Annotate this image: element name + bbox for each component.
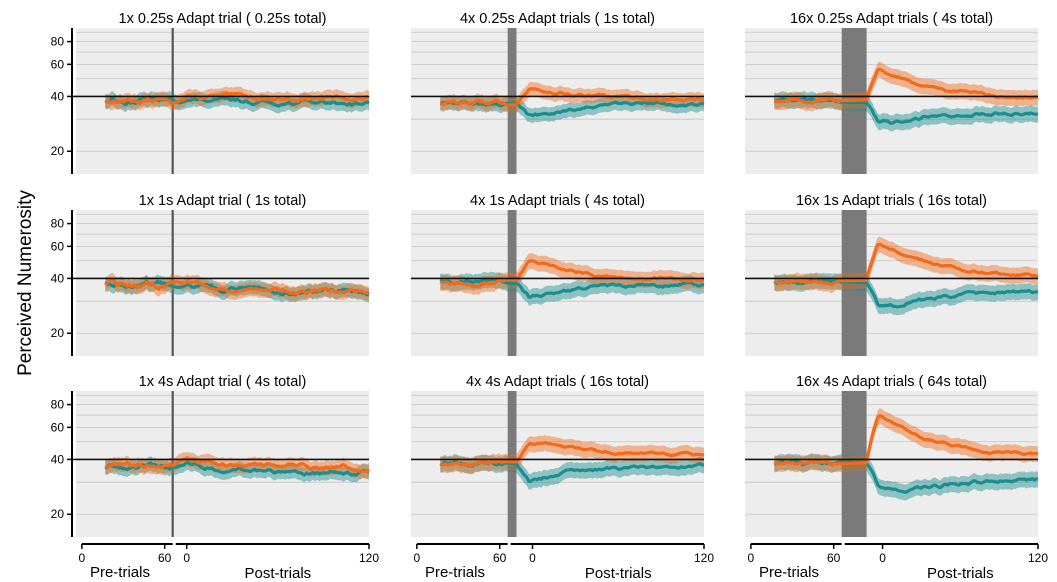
teal-series-line <box>104 460 370 477</box>
y-tick-label: 40 <box>51 89 65 103</box>
panel-title: 1x 4s Adapt trial ( 4s total) <box>139 374 307 390</box>
x-tick-label: 60 <box>158 551 172 565</box>
x-tick-label: 0 <box>414 551 421 565</box>
chart-panel: 1x 4s Adapt trial ( 4s total) 20 40 60 80 0 60… <box>51 374 380 582</box>
chart-panel: 4x 0.25s Adapt trials ( 1s total) <box>411 11 705 174</box>
orange-series-line <box>439 87 705 107</box>
orange-series-line <box>105 91 370 106</box>
y-tick-label: 40 <box>51 271 65 285</box>
teal-series-line <box>774 96 1039 125</box>
chart-panel: 1x 1s Adapt trial ( 1s total) 20 40 60 80 <box>51 193 370 356</box>
x-tick-label: 0 <box>879 551 886 565</box>
x-tick-label: 0 <box>79 551 86 565</box>
adapt-period <box>507 28 517 174</box>
orange-series-line <box>104 457 371 474</box>
pre-trials-label: Pre-trials <box>90 564 150 581</box>
panel-title: 1x 0.25s Adapt trial ( 0.25s total) <box>119 11 327 27</box>
x-tick-label: 120 <box>694 551 714 565</box>
post-trials-label: Post-trials <box>585 565 652 582</box>
panel-title: 4x 1s Adapt trials ( 4s total) <box>470 193 645 209</box>
orange-confidence-band <box>774 408 1038 474</box>
x-tick-label: 120 <box>1028 551 1048 565</box>
orange-series-line <box>773 414 1039 467</box>
chart-panel: 16x 1s Adapt trials ( 16s total) <box>745 193 1039 356</box>
x-tick-label: 60 <box>493 551 507 565</box>
y-tick-label: 60 <box>51 239 65 253</box>
post-trials-label: Post-trials <box>927 565 994 582</box>
panel-title: 4x 0.25s Adapt trials ( 1s total) <box>460 11 655 27</box>
orange-series-line <box>104 277 370 296</box>
x-tick-label: 0 <box>529 551 536 565</box>
x-tick-label: 0 <box>183 551 190 565</box>
y-tick-label: 80 <box>51 398 65 412</box>
y-tick-label: 20 <box>51 507 65 521</box>
y-axis-label: Perceived Numerosity <box>15 190 36 376</box>
chart-panel: 16x 4s Adapt trials ( 64s total) 0 60 0 120 P… <box>745 374 1048 582</box>
y-tick-label: 80 <box>51 217 65 231</box>
x-tick-label: 0 <box>748 551 755 565</box>
panel-title: 1x 1s Adapt trial ( 1s total) <box>139 193 307 209</box>
teal-series-line <box>439 277 705 299</box>
pre-trials-label: Pre-trials <box>425 564 485 581</box>
orange-series-line <box>439 441 705 468</box>
chart-panel: 4x 4s Adapt trials ( 16s total) 0 60 0 120 Pr… <box>411 374 714 582</box>
y-tick-label: 20 <box>51 326 65 340</box>
x-tick-label: 60 <box>827 551 841 565</box>
panel-title: 16x 1s Adapt trials ( 16s total) <box>796 193 987 209</box>
chart-panel: 4x 1s Adapt trials ( 4s total) <box>411 193 705 356</box>
panel-title: 4x 4s Adapt trials ( 16s total) <box>466 374 649 390</box>
pre-trials-label: Pre-trials <box>759 564 819 581</box>
panel-title: 16x 0.25s Adapt trials ( 4s total) <box>790 11 993 27</box>
panel-title: 16x 4s Adapt trials ( 64s total) <box>796 374 987 390</box>
chart-panel: 16x 0.25s Adapt trials ( 4s total) <box>745 11 1039 174</box>
post-trials-label: Post-trials <box>245 565 312 582</box>
y-tick-label: 40 <box>51 452 65 466</box>
orange-series-line <box>774 242 1039 287</box>
y-tick-label: 60 <box>51 57 65 71</box>
y-tick-label: 80 <box>51 35 65 49</box>
y-tick-label: 60 <box>51 420 65 434</box>
chart-panel: 1x 0.25s Adapt trial ( 0.25s total) 20 40 6… <box>51 11 370 174</box>
x-tick-label: 120 <box>359 551 379 565</box>
y-tick-label: 20 <box>51 144 65 158</box>
